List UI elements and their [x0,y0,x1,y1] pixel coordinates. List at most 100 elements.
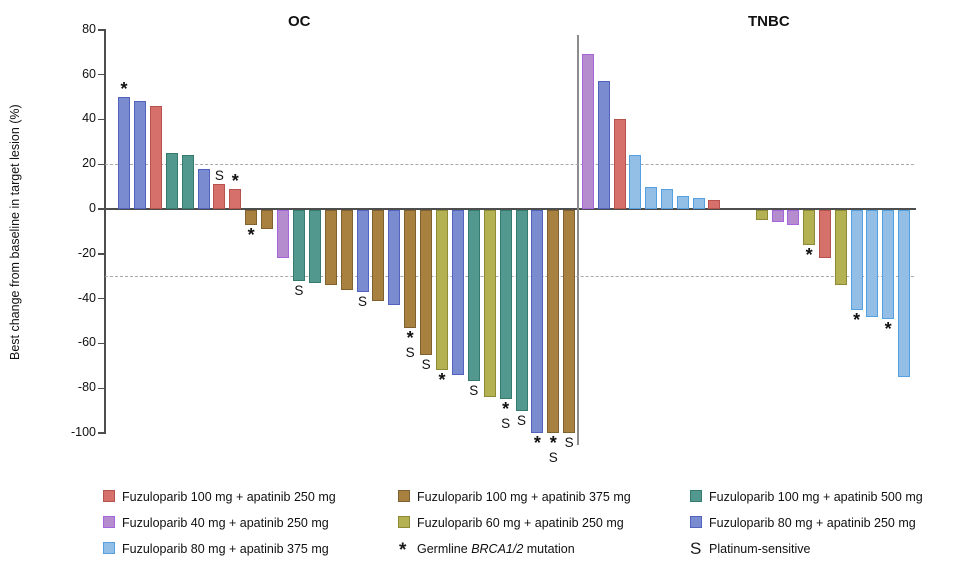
legend-swatch-purple [103,516,115,528]
bar [499,210,512,400]
y-tick [98,73,104,76]
bar [834,210,847,286]
y-tick [98,297,104,300]
platinum-flag: S [564,435,574,450]
y-tick-label: 80 [82,21,96,36]
bar [645,186,658,209]
brca-flag: * [533,433,541,453]
brca-flag: * [247,224,255,245]
bar [292,210,305,281]
y-axis-title: Best change from baseline in target lesi… [8,104,22,360]
legend-swatch-blue [690,516,702,528]
bar [165,153,178,209]
bar [661,188,673,209]
gene-name-italic: BRCA1/2 [471,542,524,556]
platinum-flag: S [357,293,367,309]
bar [308,210,321,283]
platinum-flag: S [421,356,431,372]
brca-flag: * [805,244,813,265]
y-tick [98,387,104,389]
reference-line [105,164,914,166]
y-tick-label: 20 [82,156,96,171]
y-tick-label: -60 [77,335,96,350]
y-tick-label: 60 [82,66,96,81]
bar [118,97,130,209]
brca-flag: * [884,318,892,339]
bar [261,210,274,230]
legend-swatch-lightblue [103,542,115,554]
panel-divider [577,35,579,445]
panel-title-oc: OC [288,13,311,30]
brca-flag: * [120,79,128,99]
legend-swatch-red [103,490,115,502]
bar [356,210,369,292]
bar [819,210,831,259]
legend-label: Fuzuloparib 100 mg + apatinib 375 mg [417,490,631,504]
legend-label: Fuzuloparib 100 mg + apatinib 250 mg [122,490,336,504]
y-tick-label: -100 [70,425,96,439]
bar [451,210,464,375]
bar [372,210,385,301]
y-tick-label: 40 [82,111,96,126]
legend-label: Fuzuloparib 40 mg + apatinib 250 mg [122,516,329,530]
bar [133,101,146,209]
brca-flag: * [231,170,239,191]
bar [483,210,496,398]
platinum-flag: S [501,416,511,432]
y-tick [98,342,104,345]
bar [245,210,258,225]
platinum-flag: S [405,344,415,360]
y-tick-label: -20 [77,245,96,260]
y-tick [98,118,104,121]
bar [213,184,226,209]
y-tick [98,253,104,255]
y-tick [98,163,104,165]
y-tick-label: -40 [77,290,96,305]
bar [324,210,337,286]
bar [676,195,689,209]
brca-flag: * [406,327,414,348]
bar [850,210,863,310]
bar [229,188,242,209]
bar [531,210,544,433]
bar [436,210,448,371]
y-tick-label: -80 [77,380,96,395]
bar [803,210,816,245]
bar [629,155,642,209]
bar [582,54,594,209]
brca-flag: * [438,370,446,391]
platinum-flag: S [469,383,479,399]
bar [771,210,784,223]
y-axis-line [104,29,106,434]
legend-label: Platinum-sensitive [709,542,811,556]
bar [404,210,417,328]
y-tick-label: 0 [89,201,96,215]
y-tick [98,29,104,31]
bar [597,81,610,209]
bar [866,210,879,317]
legend-label: Fuzuloparib 80 mg + apatinib 375 mg [122,542,329,556]
legend-swatch-olive [398,516,410,528]
platinum-flag: S [294,282,304,298]
legend-swatch-brown [398,490,410,502]
platinum-flag: S [214,168,224,184]
bar [467,210,480,382]
bar [613,119,626,209]
platinum-flag: S [516,412,526,428]
panel-title-tnbc: TNBC [748,13,790,30]
platinum-s-symbol: S [690,539,702,558]
bar [277,210,289,259]
bar [197,168,210,209]
bar [755,210,768,221]
legend-label: Fuzuloparib 60 mg + apatinib 250 mg [417,516,624,530]
bar [547,210,560,433]
legend-label: Fuzuloparib 80 mg + apatinib 250 mg [709,516,916,530]
legend-label: Germline BRCA1/2 mutation [417,542,575,556]
bar [563,210,576,433]
bar [515,210,528,411]
bar [787,210,800,225]
bar [692,197,705,209]
bar [181,155,194,209]
bar [708,200,721,209]
